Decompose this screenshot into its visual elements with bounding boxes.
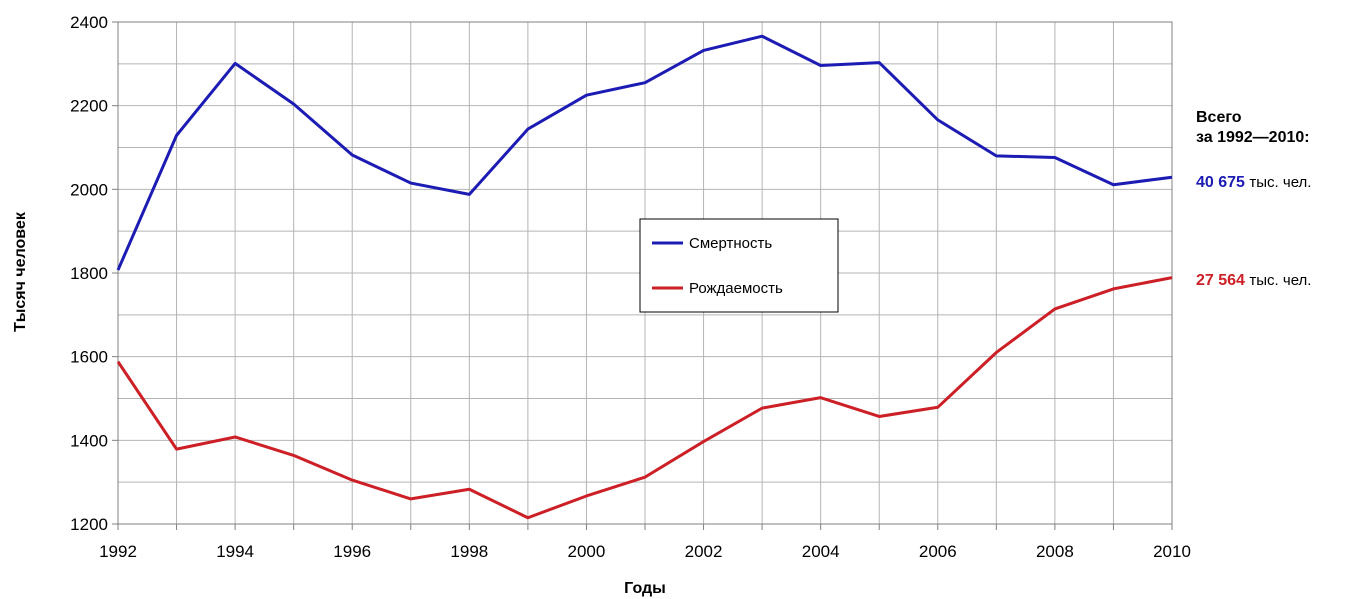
total-births-unit: тыс. чел. xyxy=(1249,272,1312,289)
x-axis: 1992 1994 1996 1998 2000 2002 2004 2006 2008 2010 xyxy=(99,524,1191,561)
x-tick-label: 2002 xyxy=(685,542,723,561)
x-tick-label: 1998 xyxy=(450,542,488,561)
total-deaths-value: 40 675 xyxy=(1196,174,1245,191)
series-line-deaths xyxy=(116,34,1173,271)
x-tick-label: 2010 xyxy=(1153,542,1191,561)
x-tick-label: 2008 xyxy=(1036,542,1074,561)
y-axis-title: Тысяч человек xyxy=(12,211,29,332)
x-tick-label: 1994 xyxy=(216,542,254,561)
legend-label-deaths: Смертность xyxy=(689,235,772,252)
series-lines xyxy=(116,34,1173,520)
x-tick-label: 1992 xyxy=(99,542,137,561)
totals-title-line1: Всего xyxy=(1196,109,1242,126)
total-births-value: 27 564 xyxy=(1196,272,1245,289)
total-deaths-unit: тыс. чел. xyxy=(1249,174,1312,191)
legend-label-births: Рождаемость xyxy=(689,280,783,297)
total-deaths: 40 675 тыс. чел. xyxy=(1196,174,1311,192)
totals-title: Всего за 1992—2010: xyxy=(1196,108,1310,148)
y-tick-label: 2000 xyxy=(70,180,108,199)
y-tick-label: 1400 xyxy=(70,431,108,450)
x-tick-label: 2004 xyxy=(802,542,840,561)
total-births: 27 564 тыс. чел. xyxy=(1196,272,1311,290)
x-tick-label: 2006 xyxy=(919,542,957,561)
legend-box xyxy=(639,218,839,313)
legend: Смертность Рождаемость xyxy=(639,218,839,313)
x-axis-title: Годы xyxy=(624,580,666,597)
series-line-births xyxy=(116,276,1173,520)
y-tick-label: 1200 xyxy=(70,515,108,534)
y-tick-label: 1800 xyxy=(70,264,108,283)
y-tick-label: 1600 xyxy=(70,348,108,367)
y-tick-label: 2200 xyxy=(70,97,108,116)
totals-title-line2: за 1992—2010: xyxy=(1196,129,1310,146)
x-tick-label: 2000 xyxy=(568,542,606,561)
y-axis: 1200 1400 1600 1800 2000 2200 2400 xyxy=(70,13,118,534)
x-tick-label: 1996 xyxy=(333,542,371,561)
y-tick-label: 2400 xyxy=(70,13,108,32)
